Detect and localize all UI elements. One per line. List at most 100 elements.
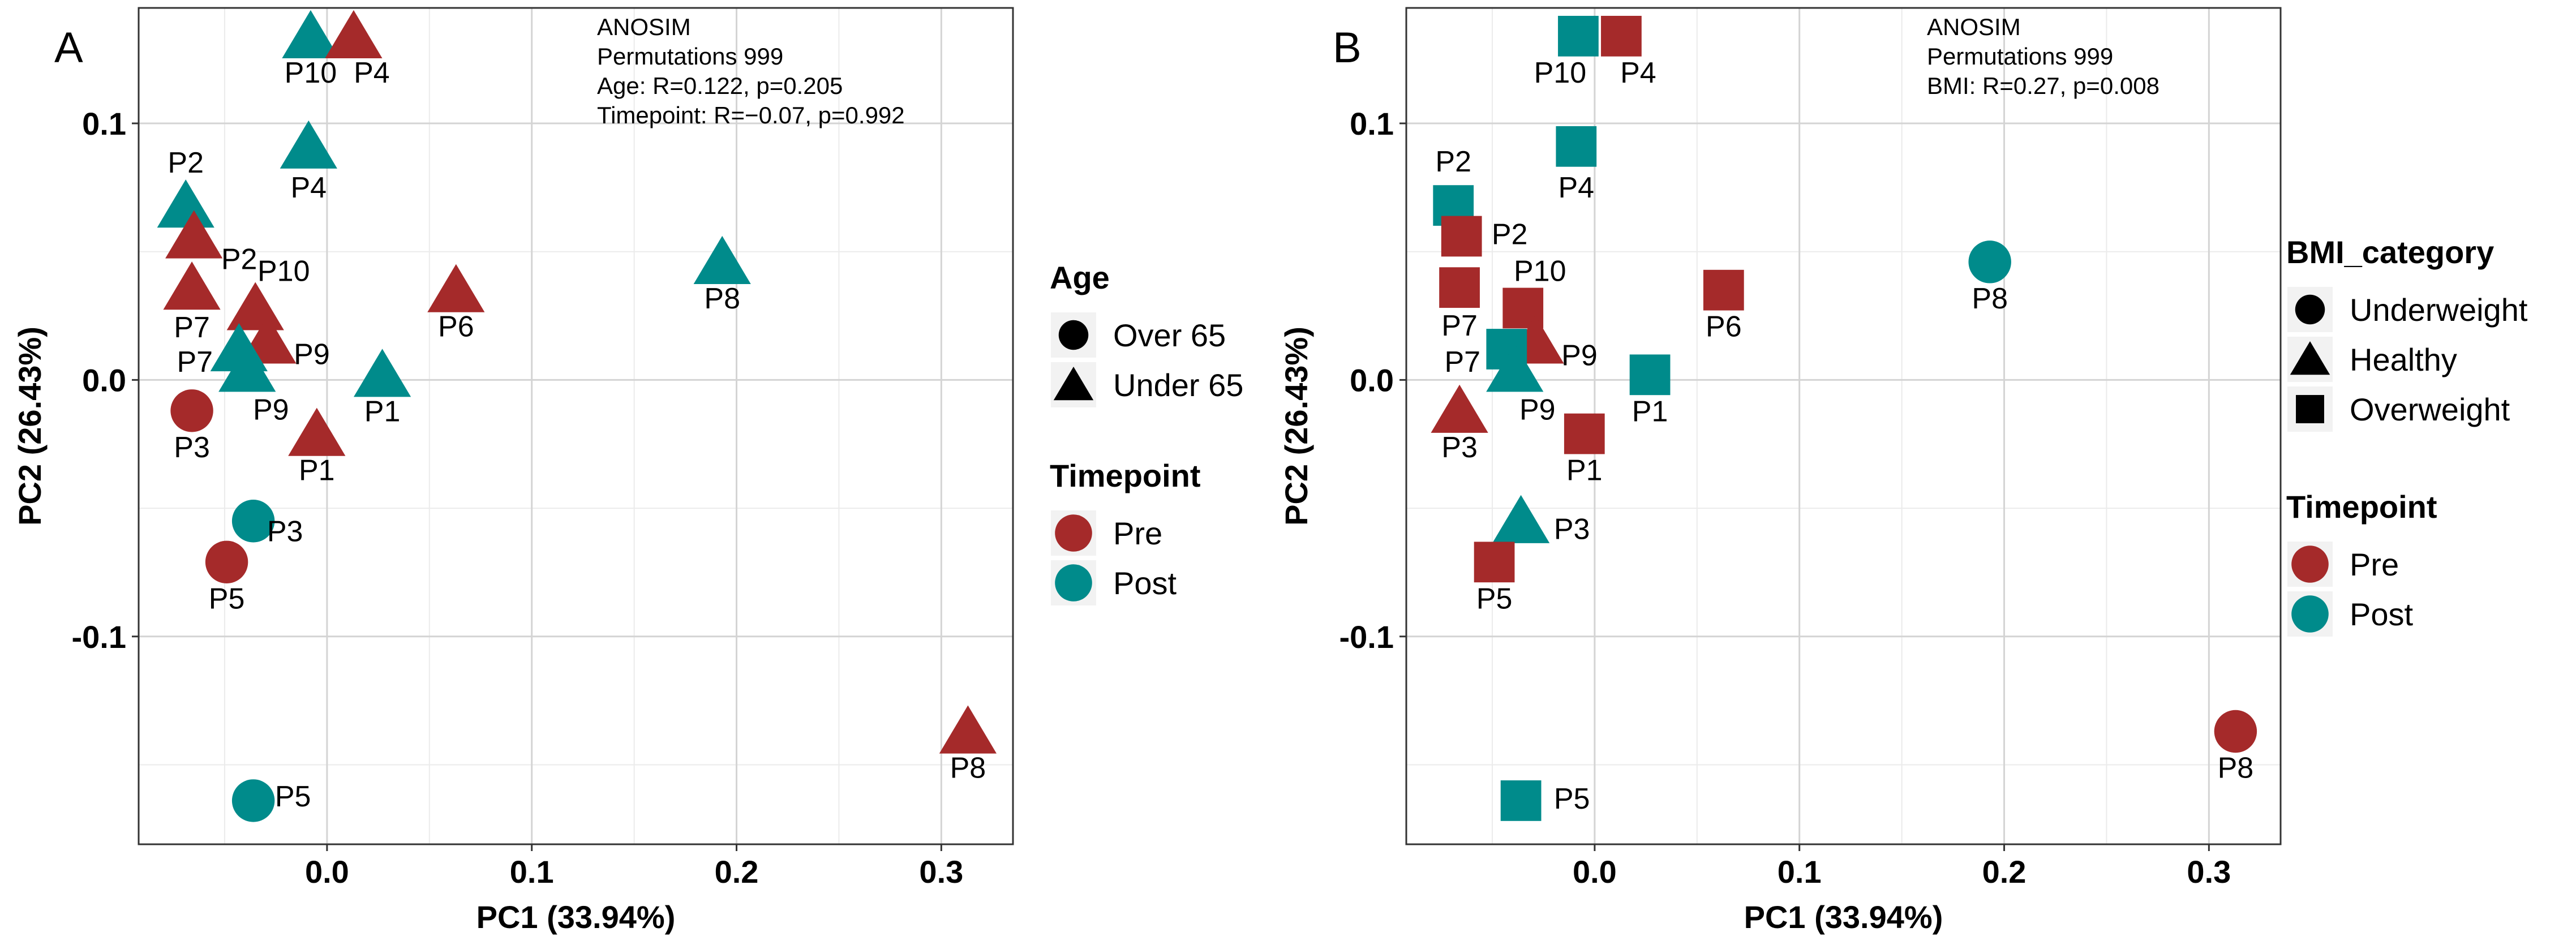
legend-entry-label: Overweight	[2350, 392, 2510, 427]
data-point-triangle	[1431, 384, 1488, 433]
x-tick-label: 0.1	[510, 854, 554, 890]
data-point-triangle	[1492, 495, 1550, 543]
legend-key-triangle	[2290, 341, 2330, 375]
data-point-triangle	[282, 10, 340, 58]
legend-entry-label: Pre	[2350, 547, 2399, 582]
anosim-annotation-line: Permutations 999	[597, 43, 783, 70]
data-point-square	[1564, 413, 1605, 454]
point-label: P8	[1972, 282, 2008, 315]
data-point-triangle	[939, 705, 997, 754]
data-point-square	[1474, 542, 1515, 583]
legend-title: BMI_category	[2286, 234, 2494, 270]
legend-entry-label: Under 65	[1113, 367, 1243, 403]
data-point-circle	[231, 779, 275, 822]
point-label: P2	[221, 243, 257, 276]
data-point-triangle	[226, 282, 284, 330]
y-axis-title: PC2 (26.43%)	[1278, 327, 1314, 526]
x-tick-label: 0.1	[1778, 854, 1822, 890]
legend-entry-label: Healthy	[2350, 342, 2457, 377]
point-label: P7	[1441, 310, 1478, 342]
point-label: P10	[285, 57, 337, 89]
point-label: P2	[1435, 145, 1471, 178]
legend-title: Age	[1050, 260, 1110, 295]
legend-key-square	[2296, 395, 2324, 423]
data-point-square	[1556, 126, 1597, 167]
point-label: P9	[294, 338, 330, 371]
x-tick-label: 0.0	[1573, 854, 1617, 890]
data-point-triangle	[280, 120, 337, 169]
legend-title: Timepoint	[2286, 489, 2437, 525]
legend-entry-label: Post	[1113, 565, 1177, 601]
point-label: P1	[299, 454, 335, 487]
data-point-circle	[231, 500, 275, 543]
point-label: P3	[267, 516, 303, 548]
point-label: P9	[1519, 393, 1556, 426]
anosim-annotation-line: ANOSIM	[1927, 14, 2021, 40]
point-label: P1	[1632, 395, 1668, 428]
data-point-triangle	[353, 349, 411, 397]
legend-entry-label: Post	[2350, 596, 2413, 632]
point-label: P8	[950, 752, 986, 785]
data-point-square	[1558, 15, 1599, 57]
panel-a: 0.0 0.1 0.2 0.3 -0.1 0.0 0.1 A PC1 (33.94%) PC2 (…	[12, 7, 1243, 935]
data-point-triangle	[163, 261, 221, 310]
data-point-circle	[2214, 710, 2257, 753]
legend-key-circle	[2295, 294, 2325, 325]
data-point-triangle	[218, 343, 276, 392]
point-label: P10	[1534, 57, 1587, 89]
point-label: P5	[1554, 783, 1590, 815]
point-label: P4	[1559, 171, 1595, 204]
data-point-square	[1601, 15, 1642, 57]
data-point-circle	[205, 540, 248, 584]
data-point-triangle	[157, 179, 214, 228]
anosim-annotation-line: BMI: R=0.27, p=0.008	[1927, 72, 2159, 99]
panel-b: 0.0 0.1 0.2 0.3 -0.1 0.0 0.1 B PC1 (33.94%) PC2 (…	[1278, 7, 2528, 935]
anosim-annotation-line: Timepoint: R=−0.07, p=0.992	[597, 102, 905, 128]
x-tick-label: 0.3	[2187, 854, 2231, 890]
point-label: P1	[1566, 454, 1603, 487]
data-point-square	[1439, 267, 1480, 308]
data-point-square	[1703, 269, 1744, 311]
legend-entry-label: Pre	[1113, 516, 1162, 551]
legend-entry-label: Over 65	[1113, 317, 1226, 353]
y-tick-label: 0.0	[82, 362, 126, 398]
x-tick-label: 0.2	[1982, 854, 2027, 890]
legend-key-color	[1055, 564, 1092, 602]
point-label: P7	[174, 311, 210, 344]
data-point-square	[1441, 216, 1482, 257]
data-point-square	[1629, 354, 1671, 396]
point-label: P5	[209, 582, 245, 615]
point-label: P4	[1620, 57, 1656, 89]
point-label: P9	[1561, 339, 1598, 372]
point-label: P8	[704, 282, 740, 315]
point-label: P2	[168, 147, 204, 179]
data-point-triangle	[288, 407, 346, 456]
point-label: P1	[364, 395, 401, 428]
y-axis-title: PC2 (26.43%)	[12, 327, 48, 526]
point-label: P7	[177, 346, 213, 379]
point-label: P10	[257, 255, 310, 287]
plot-border	[138, 7, 1014, 845]
y-tick-label: 0.1	[82, 106, 126, 141]
point-label: P4	[291, 171, 327, 204]
data-point-triangle	[165, 210, 223, 259]
point-label: P5	[275, 780, 311, 813]
legend: BMI_category Underweight Healthy Overweight…	[2286, 234, 2528, 637]
point-label: P6	[1706, 311, 1742, 343]
data-point-circle	[1968, 240, 2011, 284]
point-label: P7	[1444, 346, 1480, 379]
point-label: P4	[354, 57, 390, 89]
data-point-triangle	[693, 235, 751, 284]
point-label: P3	[1441, 431, 1478, 464]
x-axis-title: PC1 (33.94%)	[1744, 899, 1943, 935]
data-point-triangle	[427, 264, 485, 312]
y-tick-label: -0.1	[1339, 619, 1394, 655]
data-point-square	[1500, 780, 1542, 821]
point-label: P6	[438, 311, 474, 343]
x-tick-label: 0.3	[919, 854, 963, 890]
legend-key-color	[1055, 514, 1092, 552]
legend-title: Timepoint	[1050, 458, 1201, 493]
